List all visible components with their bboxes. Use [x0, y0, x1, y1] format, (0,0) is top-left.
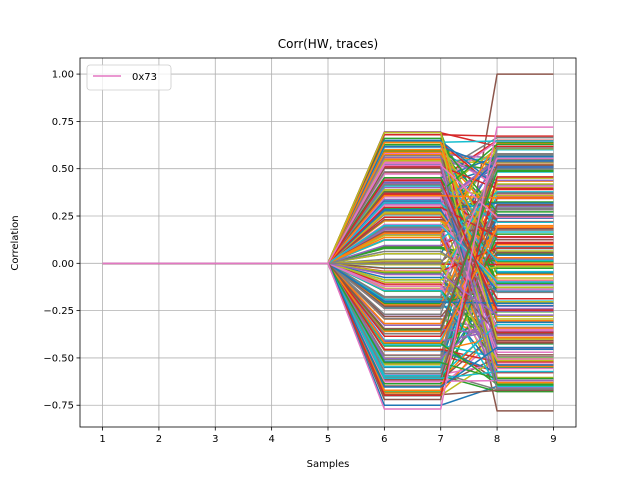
y-tick-label: 1.00 — [52, 70, 74, 81]
x-tick-label: 2 — [156, 434, 162, 445]
y-tick-label: 0.25 — [52, 212, 74, 223]
x-tick-label: 3 — [212, 434, 218, 445]
plot-area — [102, 73, 554, 412]
x-tick-label: 1 — [99, 434, 105, 445]
y-tick-label: 0.50 — [52, 164, 74, 175]
y-tick-label: 0.75 — [52, 117, 74, 128]
legend-entry-label: 0x73 — [132, 72, 157, 83]
series-line — [102, 126, 554, 410]
x-axis-ticks: 1 2 3 4 5 6 7 8 9 — [99, 427, 557, 445]
legend-box — [86, 64, 172, 91]
x-tick-label: 8 — [494, 434, 500, 445]
x-tick-label: 7 — [438, 434, 444, 445]
y-axis-label: Correlation — [10, 215, 21, 270]
x-tick-label: 5 — [325, 434, 331, 445]
x-axis-label: Samples — [307, 459, 350, 470]
x-tick-label: 6 — [381, 434, 387, 445]
y-tick-label: −0.25 — [43, 306, 74, 317]
chart-title: Corr(HW, traces) — [278, 37, 378, 51]
y-tick-label: 0.00 — [52, 259, 74, 270]
series-layer — [102, 73, 554, 412]
x-tick-label: 9 — [550, 434, 556, 445]
y-tick-label: −0.50 — [43, 353, 74, 364]
y-axis-ticks: −0.75 −0.50 −0.25 0.00 0.25 0.50 0.75 1.00 — [43, 70, 80, 412]
legend: 0x73 — [86, 64, 172, 91]
y-tick-label: −0.75 — [43, 401, 74, 412]
x-tick-label: 4 — [268, 434, 274, 445]
